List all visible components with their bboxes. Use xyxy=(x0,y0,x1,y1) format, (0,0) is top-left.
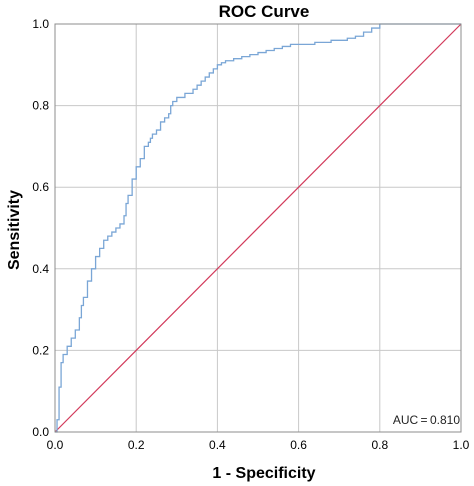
y-tick-label: 0.0 xyxy=(32,425,49,439)
reference-line-series xyxy=(54,23,462,433)
roc-curve-line xyxy=(55,23,461,433)
auc-annotation: AUC = 0.810 xyxy=(393,413,461,427)
x-tick-labels: 0.0 0.2 0.4 0.6 0.8 1.0 xyxy=(47,438,470,452)
x-tick-label: 0.0 xyxy=(47,438,64,452)
chart-title: ROC Curve xyxy=(219,2,310,21)
grid-lines xyxy=(55,24,461,432)
x-tick-label: 1.0 xyxy=(453,438,470,452)
x-tick-label: 0.2 xyxy=(128,438,145,452)
y-tick-label: 0.4 xyxy=(32,262,49,276)
x-tick-label: 0.6 xyxy=(290,438,307,452)
reference-diagonal-line xyxy=(54,23,462,433)
y-tick-labels: 0.0 0.2 0.4 0.6 0.8 1.0 xyxy=(32,17,49,439)
y-tick-label: 0.8 xyxy=(32,99,49,113)
roc-curve-series xyxy=(55,23,461,433)
y-axis-label: Sensitivity xyxy=(6,190,23,270)
y-tick-label: 0.6 xyxy=(32,180,49,194)
x-tick-label: 0.8 xyxy=(371,438,388,452)
x-axis-label: 1 - Specificity xyxy=(212,465,315,482)
y-tick-label: 0.2 xyxy=(32,343,49,357)
y-tick-label: 1.0 xyxy=(32,17,49,31)
x-tick-label: 0.4 xyxy=(209,438,226,452)
plot-frame xyxy=(54,23,462,433)
